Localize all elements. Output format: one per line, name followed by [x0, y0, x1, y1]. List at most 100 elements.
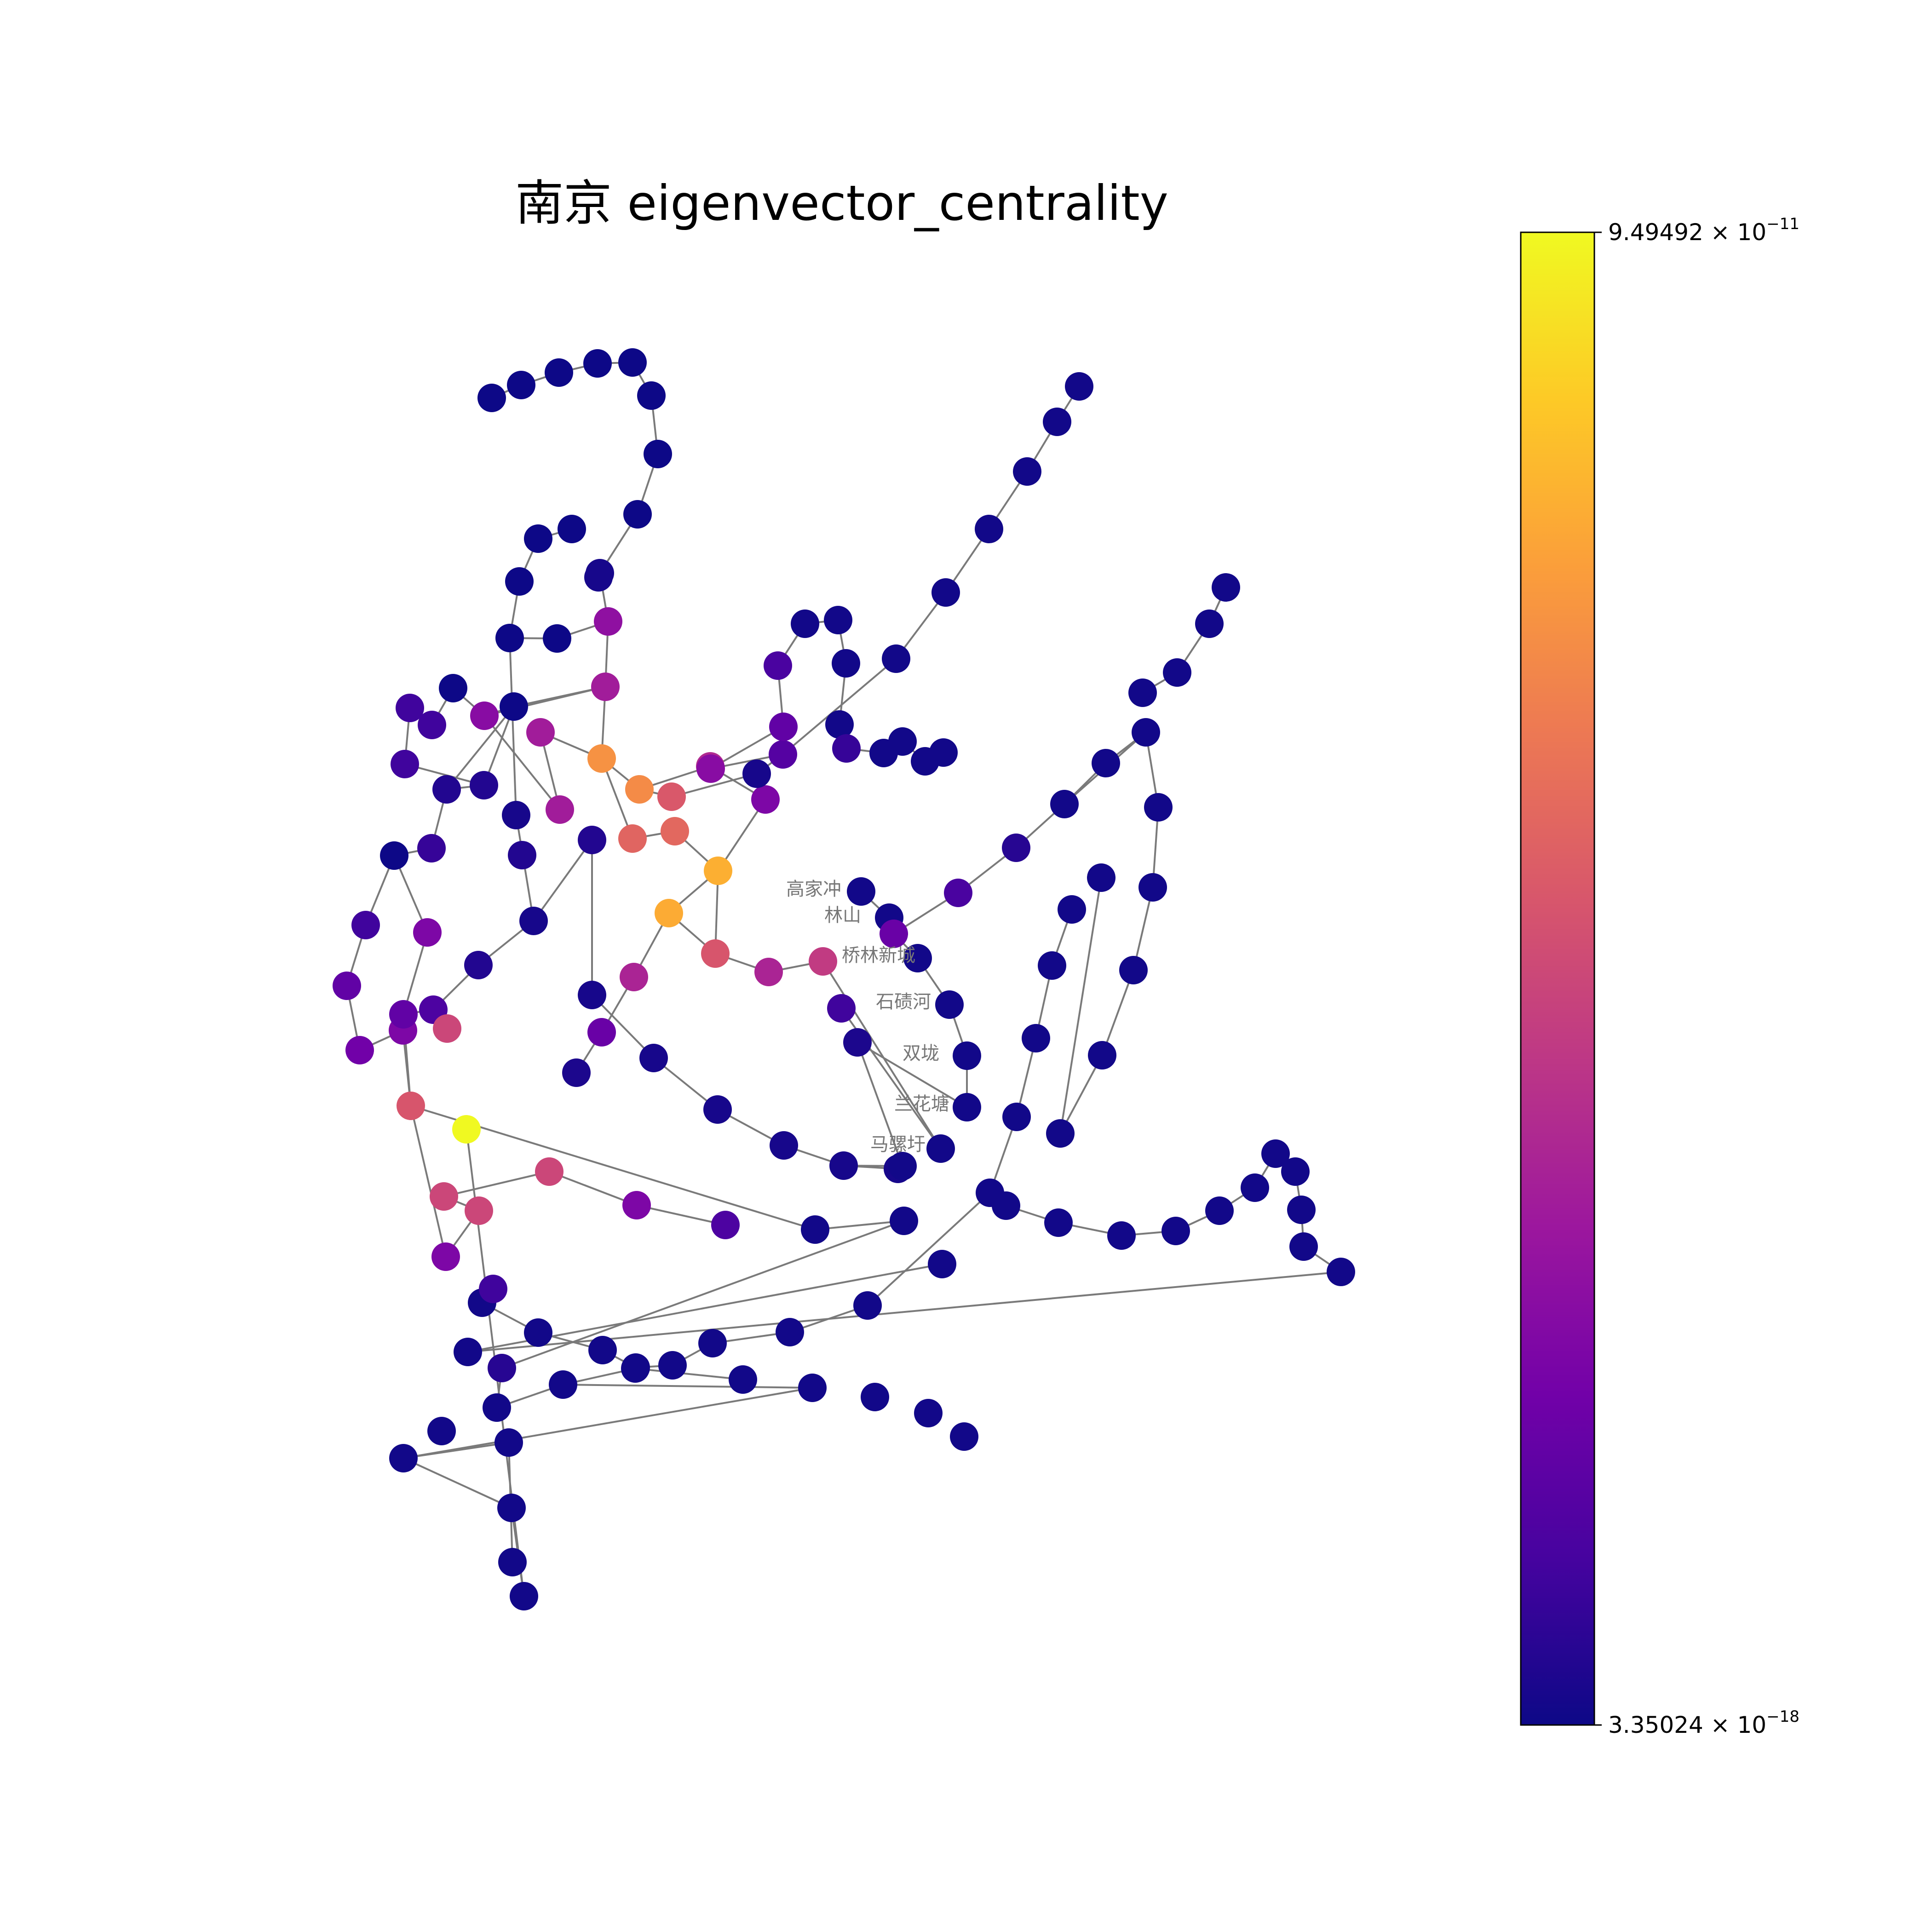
station-node [926, 1134, 955, 1163]
graph-edge [467, 1271, 1341, 1353]
graph-edge [1059, 877, 1102, 1134]
station-node [639, 1044, 668, 1072]
graph-edge [483, 715, 561, 811]
station-node [832, 649, 860, 678]
station-node [464, 951, 493, 979]
station-node [535, 1157, 564, 1186]
station-node [791, 610, 819, 638]
station-node [479, 1275, 507, 1303]
graph-edge [857, 1041, 968, 1108]
graph-edge [446, 706, 515, 790]
station-node [583, 349, 612, 378]
station-node [770, 1131, 798, 1160]
station-node [500, 692, 528, 721]
station-node [432, 775, 461, 804]
station-node [1092, 749, 1120, 777]
station-node [622, 1191, 651, 1219]
station-node [1002, 1103, 1031, 1131]
graph-edge [635, 1368, 743, 1380]
station-node [498, 1548, 527, 1576]
graph-edge [410, 1105, 447, 1257]
graph-edge [403, 1387, 813, 1459]
station-node [928, 1250, 956, 1278]
station-node [433, 1014, 461, 1043]
station-node [944, 879, 972, 907]
station-node [1046, 1119, 1075, 1148]
station-node [1128, 678, 1157, 707]
station-node [1022, 1024, 1050, 1052]
station-node [825, 710, 854, 739]
station-node [546, 795, 574, 824]
station-node [1050, 790, 1079, 818]
station-node [477, 384, 506, 412]
station-node [861, 1383, 889, 1411]
station-node [914, 1399, 943, 1427]
station-label-qiaolinxincheng: 桥林新城 [842, 945, 915, 966]
station-node [587, 1018, 616, 1046]
station-node [698, 1329, 727, 1357]
graph-edge [782, 658, 897, 755]
colorbar-min-label: 3.35024 × 10−18 [1608, 1708, 1800, 1738]
station-node [888, 727, 917, 756]
station-node [827, 994, 856, 1023]
station-node [703, 1095, 732, 1124]
station-node [505, 567, 534, 596]
station-node [389, 1444, 418, 1472]
station-node [696, 754, 725, 783]
station-node [351, 911, 380, 939]
station-node [882, 644, 910, 673]
station-node [843, 1028, 872, 1057]
station-node [1132, 718, 1160, 747]
station-node [591, 673, 620, 701]
graph-edge [601, 758, 633, 839]
station-node [397, 1092, 425, 1120]
station-node [1107, 1221, 1136, 1250]
station-node [452, 1115, 481, 1144]
station-node [578, 826, 606, 854]
station-node [454, 1338, 482, 1366]
station-label-linshan: 林山 [824, 905, 861, 926]
station-node [558, 515, 586, 543]
graph-edge [509, 638, 517, 816]
station-node [1002, 834, 1030, 862]
station-node [657, 782, 686, 811]
station-node [932, 578, 960, 607]
station-node [618, 348, 647, 377]
station-node [953, 1041, 981, 1070]
station-node [798, 1374, 827, 1402]
station-node [594, 607, 622, 636]
station-node [742, 759, 771, 788]
station-node [1163, 658, 1191, 687]
station-node [625, 775, 654, 804]
station-label-shuanglong: 双垅 [903, 1043, 939, 1064]
station-node [847, 877, 875, 906]
station-node [1144, 793, 1173, 822]
station-node [427, 1417, 456, 1445]
station-node [658, 1351, 687, 1380]
station-node [1138, 873, 1167, 902]
station-node [880, 920, 908, 948]
station-node [510, 1582, 538, 1610]
graph-edge [1101, 970, 1134, 1056]
station-node [418, 711, 446, 739]
graph-edge [563, 1384, 813, 1389]
station-node [417, 834, 446, 862]
station-node [637, 381, 666, 410]
station-node [526, 718, 555, 747]
station-node [483, 1393, 511, 1422]
station-node [1162, 1217, 1190, 1245]
station-node [584, 563, 613, 592]
graph-edge [717, 799, 766, 872]
station-node [903, 944, 932, 972]
station-node [890, 1207, 918, 1235]
station-node [578, 981, 606, 1009]
station-node [754, 958, 783, 986]
graph-edge [403, 1457, 512, 1509]
station-node [621, 1354, 650, 1383]
station-node [751, 785, 780, 814]
graph-edge [1059, 1055, 1103, 1134]
station-node [935, 990, 964, 1019]
station-node [1289, 1232, 1318, 1261]
station-node [618, 824, 647, 853]
